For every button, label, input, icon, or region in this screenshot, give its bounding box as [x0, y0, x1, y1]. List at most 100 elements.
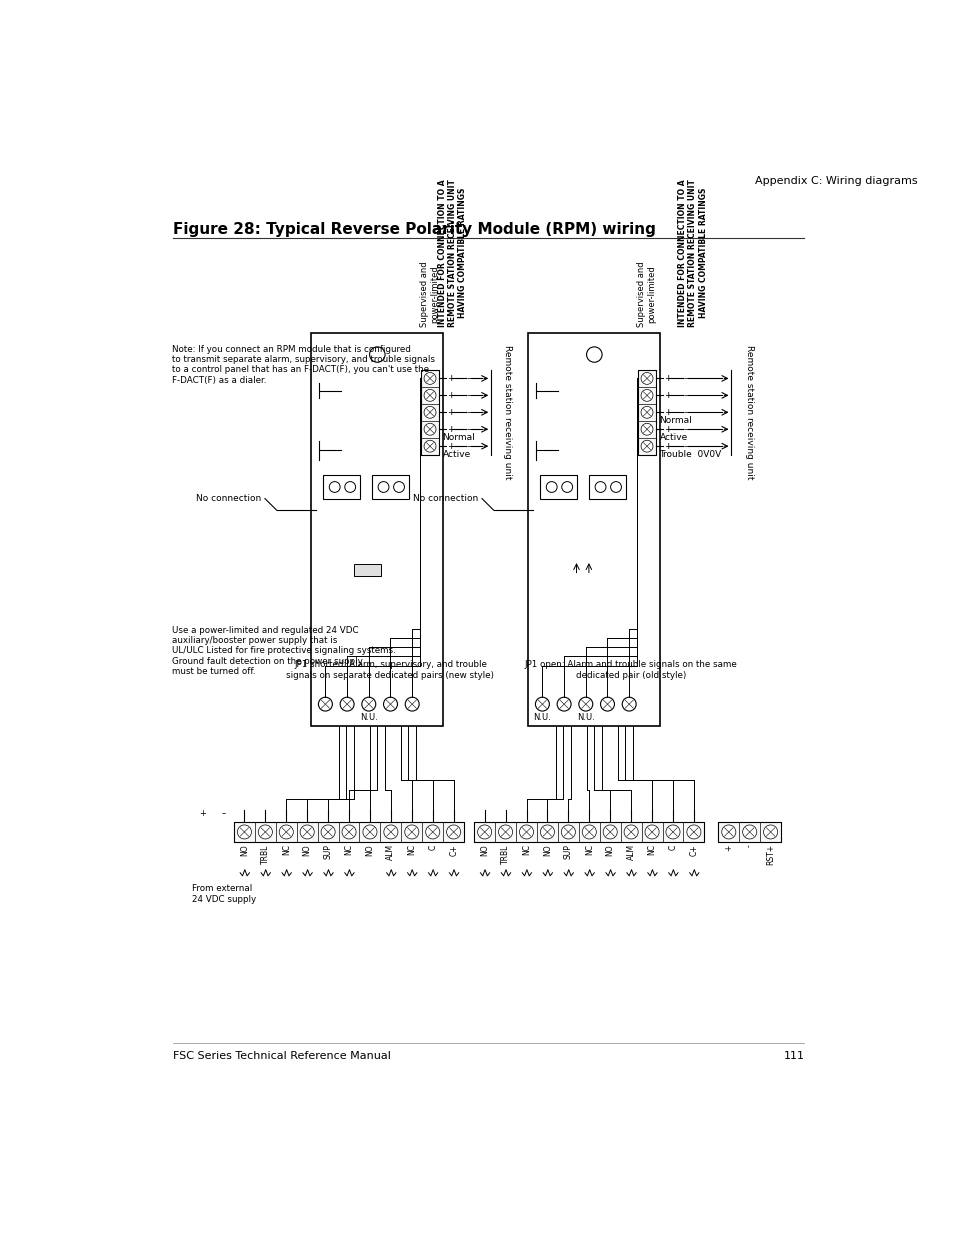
- Circle shape: [686, 825, 700, 839]
- Circle shape: [602, 825, 617, 839]
- Text: –: –: [466, 390, 471, 400]
- Circle shape: [279, 825, 293, 839]
- Text: Active: Active: [659, 433, 687, 442]
- Text: INTENDED FOR CONNECTION TO A
REMOTE STATION RECEIVING UNIT
HAVING COMPATIBLE RAT: INTENDED FOR CONNECTION TO A REMOTE STAT…: [437, 179, 467, 327]
- Text: Remote station receiving unit: Remote station receiving unit: [502, 345, 512, 479]
- Circle shape: [560, 825, 575, 839]
- Text: INTENDED FOR CONNECTION TO A
REMOTE STATION RECEIVING UNIT
HAVING COMPATIBLE RAT: INTENDED FOR CONNECTION TO A REMOTE STAT…: [678, 179, 707, 327]
- Circle shape: [586, 347, 601, 362]
- Bar: [588, 475, 625, 499]
- Circle shape: [610, 482, 620, 493]
- Text: JP1 shorted: Alarm, supervisory, and trouble
signals on separate dedicated pairs: JP1 shorted: Alarm, supervisory, and tro…: [286, 661, 494, 679]
- Circle shape: [318, 698, 332, 711]
- Text: TRBL: TRBL: [260, 845, 270, 863]
- Circle shape: [762, 825, 777, 839]
- Bar: [354, 564, 381, 577]
- Text: JP1 open: Alarm and trouble signals on the same
dedicated pair (old style): JP1 open: Alarm and trouble signals on t…: [524, 661, 737, 679]
- Text: Figure 28: Typical Reverse Polarity Module (RPM) wiring: Figure 28: Typical Reverse Polarity Modu…: [173, 221, 656, 237]
- Circle shape: [424, 440, 436, 452]
- Text: –: –: [682, 425, 687, 433]
- Circle shape: [369, 347, 385, 362]
- Text: NC: NC: [521, 845, 531, 856]
- Circle shape: [644, 825, 659, 839]
- Text: No connection: No connection: [195, 494, 261, 503]
- Text: Normal: Normal: [659, 416, 692, 425]
- Text: Supervised and
power-limited: Supervised and power-limited: [637, 262, 656, 327]
- Circle shape: [405, 698, 418, 711]
- Text: Normal: Normal: [442, 433, 475, 442]
- Text: Remote station receiving unit: Remote station receiving unit: [744, 345, 754, 479]
- Circle shape: [362, 825, 376, 839]
- Circle shape: [321, 825, 335, 839]
- Text: ALM: ALM: [626, 845, 635, 861]
- Text: N.U.: N.U.: [577, 714, 594, 722]
- Text: +: +: [723, 845, 733, 851]
- Circle shape: [595, 482, 605, 493]
- Text: SUP: SUP: [323, 845, 333, 860]
- Text: NC: NC: [647, 845, 656, 856]
- Text: NO: NO: [542, 845, 552, 856]
- Text: C: C: [428, 845, 436, 850]
- Text: C+: C+: [689, 845, 698, 856]
- Circle shape: [640, 373, 652, 384]
- Text: NO: NO: [302, 845, 312, 856]
- Text: ALM: ALM: [386, 845, 395, 861]
- Bar: [474, 823, 703, 842]
- Circle shape: [539, 825, 554, 839]
- Text: –: –: [682, 390, 687, 400]
- Circle shape: [424, 424, 436, 435]
- Circle shape: [425, 825, 439, 839]
- Bar: [528, 333, 659, 726]
- Circle shape: [665, 825, 679, 839]
- Text: C: C: [668, 845, 677, 850]
- Text: N.U.: N.U.: [533, 714, 551, 722]
- Circle shape: [477, 825, 491, 839]
- Text: NO: NO: [605, 845, 614, 856]
- Circle shape: [424, 373, 436, 384]
- Text: Use a power-limited and regulated 24 VDC
auxiliary/booster power supply that is
: Use a power-limited and regulated 24 VDC…: [172, 626, 395, 677]
- Circle shape: [640, 440, 652, 452]
- Text: –: –: [682, 408, 687, 416]
- Circle shape: [535, 698, 549, 711]
- Text: No connection: No connection: [413, 494, 477, 503]
- Text: NO: NO: [239, 845, 249, 856]
- Circle shape: [519, 825, 533, 839]
- Circle shape: [721, 825, 735, 839]
- Circle shape: [498, 825, 512, 839]
- Bar: [323, 475, 360, 499]
- Circle shape: [623, 825, 638, 839]
- Circle shape: [341, 825, 355, 839]
- Circle shape: [640, 406, 652, 419]
- Text: –: –: [466, 408, 471, 416]
- Bar: [539, 475, 577, 499]
- Text: NO: NO: [479, 845, 489, 856]
- Text: +: +: [447, 442, 454, 451]
- Text: +: +: [663, 442, 671, 451]
- Circle shape: [621, 698, 636, 711]
- Text: –: –: [466, 425, 471, 433]
- Text: +: +: [199, 809, 206, 818]
- Bar: [233, 823, 464, 842]
- Bar: [311, 333, 443, 726]
- Text: C+: C+: [449, 845, 457, 856]
- Text: –: –: [466, 442, 471, 451]
- Text: NO: NO: [365, 845, 375, 856]
- Circle shape: [581, 825, 596, 839]
- Circle shape: [424, 389, 436, 401]
- Circle shape: [361, 698, 375, 711]
- Circle shape: [394, 482, 404, 493]
- Circle shape: [640, 389, 652, 401]
- Circle shape: [561, 482, 572, 493]
- Text: +: +: [663, 408, 671, 416]
- Circle shape: [640, 424, 652, 435]
- Circle shape: [237, 825, 252, 839]
- Text: –: –: [682, 374, 687, 383]
- Text: 111: 111: [782, 1051, 803, 1061]
- Text: NC: NC: [584, 845, 593, 856]
- Text: RST+: RST+: [765, 845, 775, 866]
- Circle shape: [557, 698, 571, 711]
- Text: -: -: [744, 845, 754, 847]
- Circle shape: [258, 825, 273, 839]
- Circle shape: [329, 482, 340, 493]
- Bar: [421, 370, 438, 454]
